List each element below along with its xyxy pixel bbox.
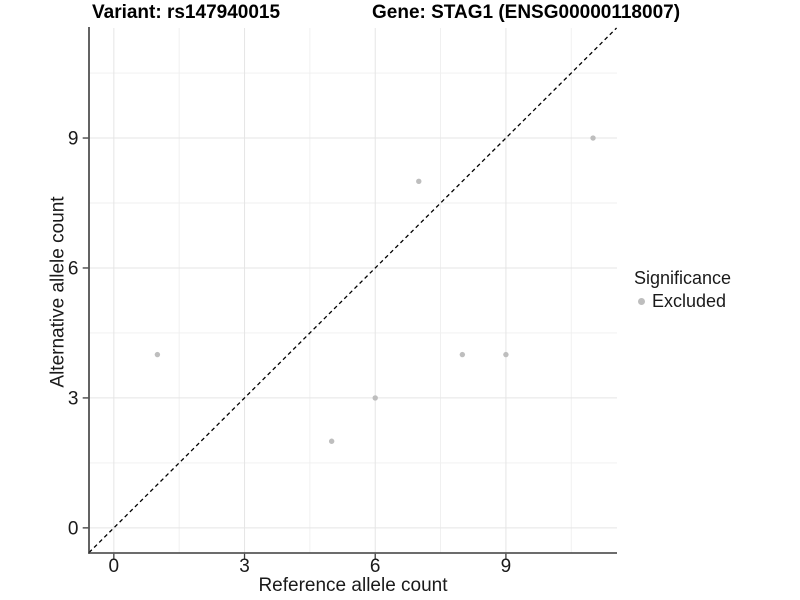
x-axis-title: Reference allele count <box>258 575 448 596</box>
excluded-point-icon <box>638 297 645 305</box>
x-tick-label: 3 <box>239 556 250 577</box>
legend-item-excluded: Excluded <box>634 291 731 311</box>
y-tick-label: 9 <box>68 129 79 150</box>
data-point <box>328 438 335 444</box>
x-tick-label: 9 <box>501 556 512 577</box>
legend: Significance Excluded <box>634 268 731 311</box>
data-point <box>416 178 422 185</box>
data-point <box>459 351 466 358</box>
x-tick-label: 0 <box>109 556 120 577</box>
identity-line <box>88 27 618 554</box>
plot-title-variant: Variant: rs147940015 <box>92 2 281 23</box>
y-tick-label: 3 <box>68 388 79 409</box>
plot-title-gene: Gene: STAG1 (ENSG00000118007) <box>372 2 681 23</box>
x-tick-label: 6 <box>370 556 381 577</box>
data-point <box>503 351 509 358</box>
legend-title: Significance <box>634 268 732 288</box>
data-point <box>372 395 378 401</box>
legend-item-label: Excluded <box>652 290 727 311</box>
y-tick-label: 0 <box>68 518 79 539</box>
data-point <box>590 135 596 141</box>
y-axis-title: Alternative allele count <box>47 196 69 388</box>
data-point <box>154 351 161 358</box>
y-tick-label: 6 <box>68 258 79 279</box>
